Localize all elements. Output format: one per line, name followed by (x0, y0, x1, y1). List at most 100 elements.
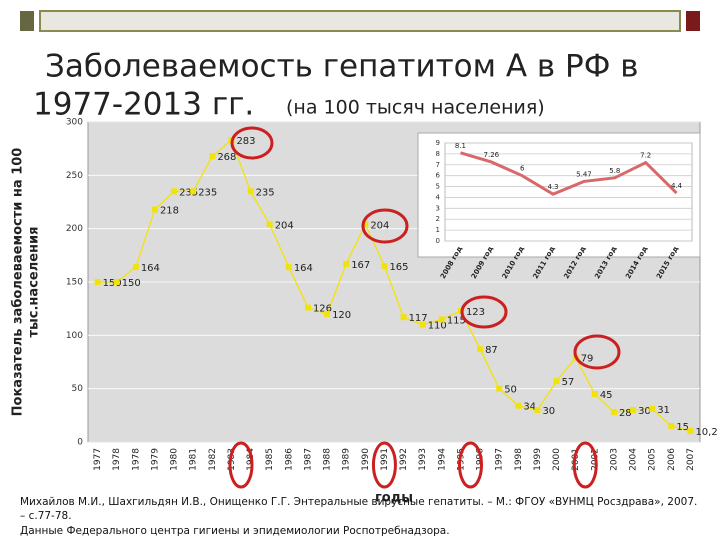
x-tick-label: 2007 (686, 448, 696, 471)
y-tick-label: 9 (436, 139, 440, 147)
marker (94, 279, 101, 285)
y-axis-title: тыс.населения (27, 227, 42, 338)
y-tick-label: 5 (436, 183, 440, 191)
y-tick-label: 4 (436, 193, 441, 201)
data-label: 30 (638, 406, 651, 417)
marker (668, 423, 675, 429)
y-tick-label: 0 (77, 438, 83, 448)
y-tick-label: 100 (66, 331, 83, 341)
data-label: 218 (160, 205, 179, 216)
data-label: 30 (542, 406, 555, 417)
y-tick-label: 3 (436, 204, 440, 212)
data-label: 7.2 (640, 152, 651, 160)
highlight-circle (572, 441, 598, 489)
marker (591, 391, 598, 397)
x-tick-label: 2004 (629, 448, 639, 471)
annotations (228, 126, 621, 489)
data-label: 34 (523, 402, 536, 413)
data-label: 126 (313, 304, 332, 315)
y-tick-label: 7 (436, 161, 440, 169)
x-tick-label: 1993 (418, 448, 428, 471)
x-tick-label: 1995 (456, 448, 466, 471)
highlight-circle (573, 334, 621, 370)
y-tick-label: 6 (436, 172, 441, 180)
marker (610, 409, 617, 416)
marker (649, 405, 656, 412)
data-label: 235 (256, 187, 275, 198)
x-tick-label: 2003 (609, 448, 619, 471)
data-label: 165 (389, 262, 408, 273)
marker (304, 304, 311, 311)
highlight-circle (460, 295, 508, 329)
y-tick-label: 8 (436, 150, 440, 158)
y-tick-label: 50 (72, 384, 84, 394)
marker (285, 264, 292, 271)
marker (113, 279, 120, 285)
data-label: 15 (676, 422, 689, 433)
data-label: 164 (294, 263, 313, 274)
x-tick-label: 1978 (131, 448, 141, 471)
x-tick-label: 1994 (437, 448, 447, 471)
x-tick-label: 1977 (93, 448, 103, 471)
data-line (460, 151, 678, 196)
marker (630, 407, 637, 413)
x-tick-label: 2001 (571, 448, 581, 471)
highlight-circle (228, 441, 254, 489)
data-label: 110 (428, 321, 447, 332)
data-label: 87 (485, 345, 498, 356)
y-tick-label: 250 (66, 171, 83, 181)
data-line (97, 139, 691, 432)
y-tick-label: 300 (66, 118, 83, 128)
data-label: 5.47 (576, 170, 592, 178)
data-label: 79 (581, 354, 594, 365)
source: Данные Федерального центра гигиены и эпи… (20, 525, 450, 537)
data-label: 6 (520, 165, 525, 173)
decor (686, 11, 700, 31)
marker (553, 378, 560, 385)
data-label: 167 (351, 260, 370, 271)
marker (209, 153, 216, 160)
data-label: 31 (657, 405, 670, 416)
x-tick-label: 1985 (265, 448, 275, 471)
source: Михайлов М.И., Шахгильдян И.В., Онищенко… (20, 496, 697, 508)
marker (151, 206, 158, 213)
data-label: 4.4 (671, 182, 683, 190)
y-axis-title: Показатель заболеваемости на 100 (11, 148, 26, 417)
decor (20, 11, 34, 31)
highlight-circle (371, 441, 397, 489)
marker (515, 402, 522, 409)
data-label: 4.3 (547, 183, 558, 191)
data-label: 50 (504, 385, 517, 396)
marker (132, 264, 139, 271)
x-tick-label: 1991 (380, 448, 390, 471)
data-label: 235 (198, 187, 217, 198)
x-tick-label: 1990 (361, 448, 371, 471)
marker (534, 407, 541, 413)
marker (324, 311, 331, 317)
data-label: 8.1 (455, 142, 466, 150)
data-label: 123 (466, 307, 485, 318)
marker (343, 260, 350, 267)
title: Заболеваемость гепатитом А в РФ в (45, 49, 639, 85)
x-tick-label: 1982 (208, 448, 218, 471)
marker (438, 316, 445, 323)
source: – с.77-78. (20, 510, 72, 522)
x-tick-label: 1989 (342, 448, 352, 471)
data-label: 204 (275, 220, 294, 231)
y-tick-label: 2 (436, 215, 440, 223)
data-label: 117 (409, 313, 428, 324)
data-label: 150 (103, 278, 122, 289)
highlight-circle (458, 441, 483, 489)
x-tick-label: 1980 (170, 448, 180, 471)
data-label: 235 (179, 187, 198, 198)
marker (247, 188, 254, 195)
data-label: 120 (332, 310, 351, 321)
y-tick-label: 1 (436, 226, 440, 234)
title: 1977-2013 гг. (33, 87, 254, 123)
x-tick-label: 2000 (552, 448, 562, 471)
x-tick-label: 1988 (323, 448, 333, 471)
subtitle: (на 100 тысяч населения) (286, 97, 545, 119)
x-tick-label: 1987 (303, 448, 313, 471)
